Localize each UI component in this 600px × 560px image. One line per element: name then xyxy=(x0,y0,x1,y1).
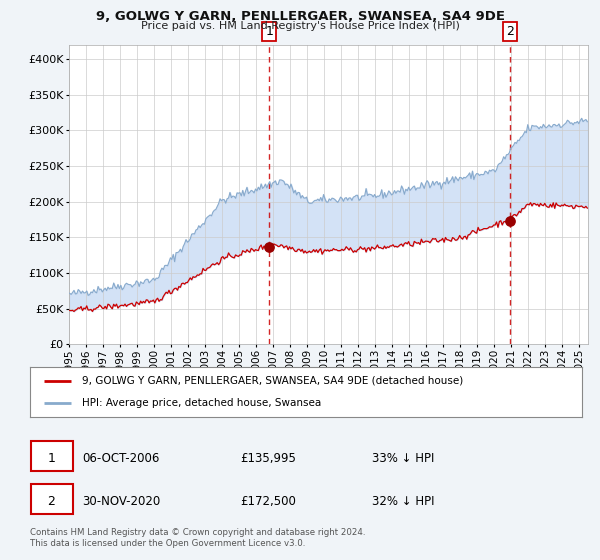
Text: £135,995: £135,995 xyxy=(240,452,296,465)
Text: HPI: Average price, detached house, Swansea: HPI: Average price, detached house, Swan… xyxy=(82,398,322,408)
Text: 06-OCT-2006: 06-OCT-2006 xyxy=(82,452,160,465)
Point xyxy=(505,217,515,226)
Text: 9, GOLWG Y GARN, PENLLERGAER, SWANSEA, SA4 9DE: 9, GOLWG Y GARN, PENLLERGAER, SWANSEA, S… xyxy=(95,10,505,23)
Text: 9, GOLWG Y GARN, PENLLERGAER, SWANSEA, SA4 9DE (detached house): 9, GOLWG Y GARN, PENLLERGAER, SWANSEA, S… xyxy=(82,376,464,386)
FancyBboxPatch shape xyxy=(31,484,73,514)
Text: This data is licensed under the Open Government Licence v3.0.: This data is licensed under the Open Gov… xyxy=(30,539,305,548)
Text: 1: 1 xyxy=(265,25,273,38)
Text: 32% ↓ HPI: 32% ↓ HPI xyxy=(372,495,435,508)
Point xyxy=(265,243,274,252)
Text: Contains HM Land Registry data © Crown copyright and database right 2024.: Contains HM Land Registry data © Crown c… xyxy=(30,528,365,536)
FancyBboxPatch shape xyxy=(31,441,73,472)
Text: Price paid vs. HM Land Registry's House Price Index (HPI): Price paid vs. HM Land Registry's House … xyxy=(140,21,460,31)
Text: 2: 2 xyxy=(506,25,514,38)
Text: 1: 1 xyxy=(47,452,55,465)
Text: 2: 2 xyxy=(47,495,55,508)
Text: £172,500: £172,500 xyxy=(240,495,296,508)
Text: 33% ↓ HPI: 33% ↓ HPI xyxy=(372,452,434,465)
Text: 30-NOV-2020: 30-NOV-2020 xyxy=(82,495,161,508)
